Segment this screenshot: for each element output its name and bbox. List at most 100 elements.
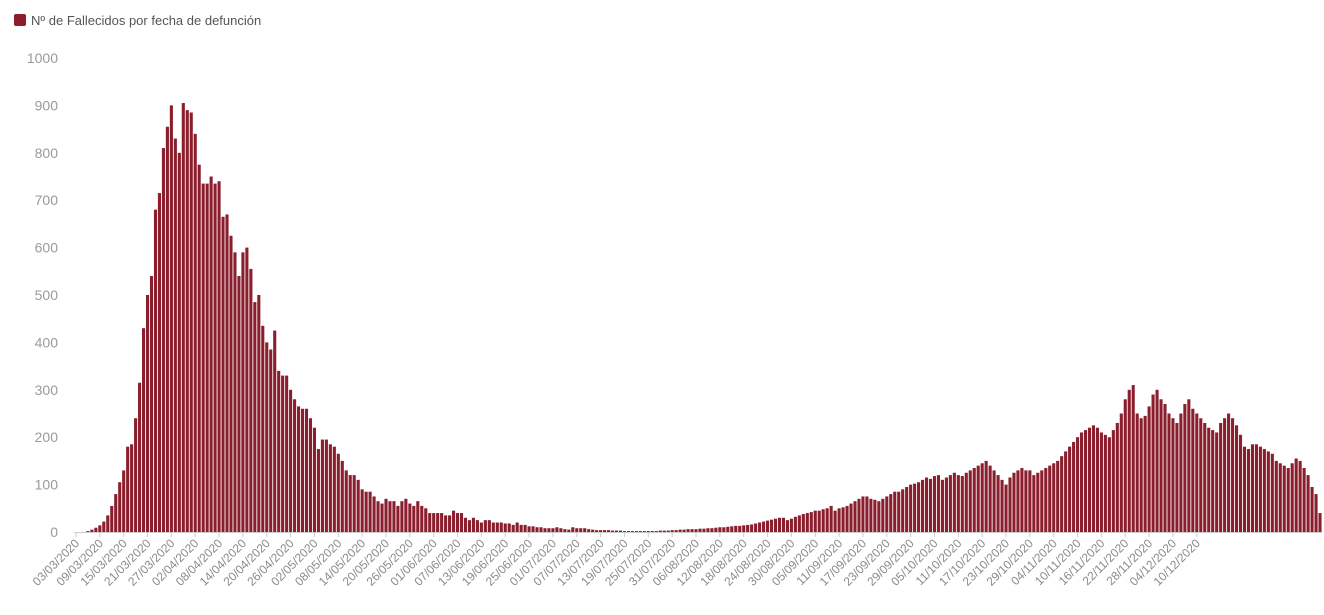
bar [952, 472, 956, 532]
bar [781, 517, 785, 532]
bar [634, 531, 638, 532]
bar [527, 526, 531, 532]
bar [515, 522, 519, 532]
bar [1187, 399, 1191, 532]
bar [1219, 422, 1223, 532]
bar [861, 496, 865, 532]
bar [487, 520, 491, 532]
bar [813, 510, 817, 532]
bar [1028, 470, 1032, 532]
bar [1254, 444, 1258, 532]
bar [300, 408, 305, 532]
bar [519, 524, 523, 532]
bar [273, 330, 277, 532]
bar [328, 444, 332, 532]
bar [229, 235, 233, 532]
bar [984, 460, 988, 532]
bar [1119, 413, 1123, 532]
bar [372, 496, 376, 532]
bar [698, 528, 702, 532]
x-axis: 03/03/202009/03/202015/03/202021/03/2020… [30, 532, 1322, 589]
bar [1159, 399, 1163, 532]
bar [551, 528, 555, 532]
bar [575, 528, 579, 532]
bar [730, 526, 734, 532]
bars [86, 103, 1322, 533]
y-tick-label: 100 [35, 477, 59, 493]
bar [261, 325, 265, 532]
bar [869, 498, 873, 532]
bar [1016, 470, 1020, 532]
bar [857, 498, 861, 532]
bar [607, 530, 611, 532]
bar [138, 382, 142, 532]
bar [308, 418, 313, 532]
bar [1103, 434, 1107, 532]
bar [976, 465, 980, 532]
bar [285, 375, 289, 532]
bar [130, 444, 134, 532]
bar [233, 252, 237, 532]
bar [670, 530, 674, 532]
bar [913, 483, 917, 532]
y-tick-label: 1000 [27, 50, 58, 66]
bar [1191, 408, 1195, 532]
bar [1091, 425, 1096, 532]
y-tick-label: 200 [35, 429, 59, 445]
bar [1004, 484, 1008, 532]
bar [1175, 422, 1179, 532]
bar [1227, 413, 1231, 532]
bar [217, 181, 221, 533]
bar [1231, 418, 1235, 532]
bar [837, 508, 841, 532]
bar [789, 518, 793, 532]
bar [1155, 389, 1159, 532]
bar [475, 520, 479, 532]
bar [1064, 451, 1068, 532]
bar [746, 524, 750, 532]
bar [1215, 432, 1219, 532]
bar [805, 513, 809, 532]
bar [1207, 427, 1211, 532]
bar [1135, 413, 1139, 532]
bar [181, 103, 185, 532]
bar [547, 528, 551, 532]
bar [1040, 470, 1044, 532]
bar [873, 499, 877, 532]
bar [1302, 468, 1306, 532]
bar [595, 530, 599, 532]
bar [1250, 444, 1254, 532]
bar [940, 479, 944, 532]
bar [388, 501, 392, 532]
bar [758, 522, 762, 532]
bar [845, 505, 849, 532]
bar [448, 515, 452, 532]
bar [1235, 425, 1239, 532]
bar [1143, 415, 1147, 532]
bar [1095, 427, 1099, 532]
bar [889, 494, 893, 532]
bar [153, 209, 158, 532]
bar [722, 527, 726, 532]
bar [106, 515, 110, 532]
bar [408, 503, 412, 532]
bar [90, 529, 94, 532]
bar [535, 527, 539, 532]
bar [102, 521, 106, 532]
bar [1294, 458, 1298, 532]
bar [523, 524, 527, 532]
bar [1139, 418, 1143, 532]
bar [1036, 472, 1040, 532]
bar [1087, 427, 1092, 532]
bar [1115, 422, 1119, 532]
bar [253, 302, 257, 532]
bar [332, 446, 336, 532]
bar [507, 523, 511, 532]
bar [169, 105, 173, 533]
bar [917, 482, 921, 532]
bar [603, 530, 607, 532]
bar [1044, 468, 1048, 532]
bar [579, 528, 583, 532]
bar [682, 529, 686, 532]
bar [797, 515, 801, 532]
